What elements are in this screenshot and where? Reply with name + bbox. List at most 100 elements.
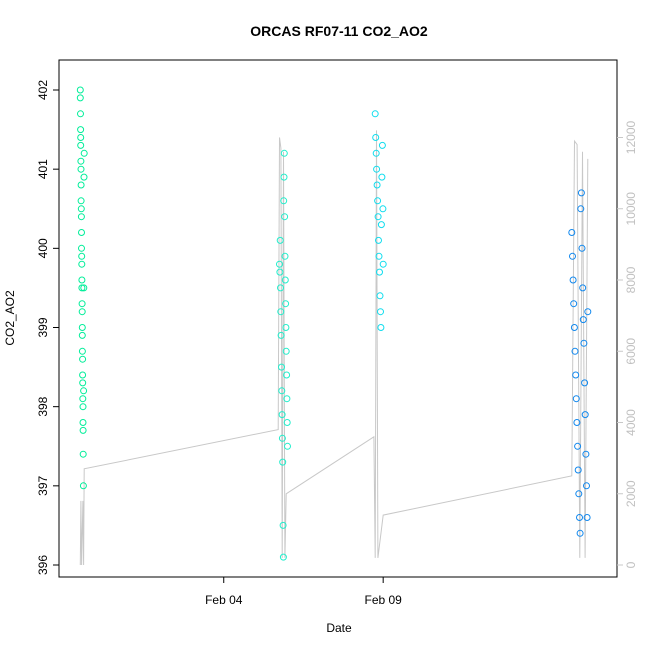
y-tick-label: 401 <box>36 159 50 179</box>
data-point-s2-15 <box>378 141 386 149</box>
data-point-s1-11 <box>279 521 287 529</box>
data-point-s3-15 <box>577 189 585 197</box>
data-point-s0-18 <box>78 300 86 308</box>
data-point-s1-9 <box>278 434 286 442</box>
y2-tick-label: 8000 <box>624 266 638 293</box>
data-point-s3-21 <box>581 411 589 419</box>
data-point-s2-0 <box>371 110 379 118</box>
data-point-s0-14 <box>78 252 86 260</box>
data-point-s1-6 <box>278 363 285 371</box>
data-point-s0-20 <box>78 324 86 331</box>
data-point-s2-5 <box>374 197 382 205</box>
data-point-s1-0 <box>276 260 283 268</box>
data-point-s1-25 <box>284 442 291 450</box>
data-point-s1-21 <box>282 347 290 355</box>
data-point-s2-8 <box>375 252 383 260</box>
data-point-s3-25 <box>584 308 592 316</box>
y-tick-label: 397 <box>36 476 50 496</box>
data-point-s1-10 <box>279 458 287 466</box>
data-point-s3-6 <box>572 371 580 379</box>
y2-tick-label: 4000 <box>624 409 638 436</box>
data-point-s3-22 <box>582 450 590 458</box>
data-point-s2-14 <box>378 173 386 181</box>
data-point-s1-12 <box>279 553 287 561</box>
data-point-s0-16 <box>78 276 86 284</box>
y2-tick-label: 10000 <box>624 192 638 226</box>
data-point-s1-2 <box>276 236 284 244</box>
data-point-s1-18 <box>281 276 289 284</box>
data-point-s2-16 <box>379 205 387 213</box>
data-point-s2-7 <box>375 236 382 244</box>
data-point-s0-17 <box>78 284 86 292</box>
y-tick-label: 396 <box>36 555 50 575</box>
data-point-s1-16 <box>281 213 289 221</box>
data-point-s3-14 <box>577 205 585 213</box>
y2-tick-label: 0 <box>624 561 638 568</box>
data-point-s3-5 <box>571 347 579 355</box>
data-point-s0-35 <box>80 149 88 157</box>
data-point-s2-17 <box>379 260 387 268</box>
data-point-s2-1 <box>372 134 380 141</box>
data-point-s0-10 <box>77 205 85 213</box>
data-point-s1-13 <box>280 197 288 205</box>
altitude-trace-layer <box>79 130 589 566</box>
data-point-s3-3 <box>570 300 578 308</box>
y2-tick-label: 12000 <box>624 120 638 154</box>
data-point-s0-0 <box>76 86 84 94</box>
data-point-s2-3 <box>373 165 381 173</box>
y2-tick-label: 2000 <box>624 480 638 507</box>
data-point-s1-7 <box>278 387 286 395</box>
data-point-s0-7 <box>77 165 85 173</box>
y2-tick-label: 6000 <box>624 338 638 365</box>
data-point-s0-23 <box>79 355 87 363</box>
data-point-s1-24 <box>283 419 291 426</box>
y-tick-label: 398 <box>36 396 50 416</box>
data-point-s3-0 <box>568 229 576 236</box>
data-point-s0-30 <box>79 450 87 458</box>
data-point-s0-4 <box>77 134 85 141</box>
axes-layer: 396 397 398 399 400 401 402 0 2000 4000 6000 8000 10… <box>36 80 638 607</box>
data-point-s3-7 <box>572 395 580 403</box>
chart-title: ORCAS RF07-11 CO2_AO2 <box>250 23 428 39</box>
data-point-s1-3 <box>277 284 284 292</box>
data-point-s3-24 <box>583 514 591 521</box>
plot-frame <box>58 59 618 578</box>
data-point-s1-15 <box>280 149 288 157</box>
data-point-s0-32 <box>80 387 88 395</box>
y-axis-label: CO2_AO2 <box>3 290 17 346</box>
data-point-s0-6 <box>77 157 85 165</box>
data-point-s3-11 <box>575 490 583 498</box>
data-point-s1-19 <box>282 300 290 308</box>
data-point-s0-5 <box>77 141 85 149</box>
data-point-s0-11 <box>77 213 85 221</box>
data-point-s0-19 <box>78 308 86 316</box>
data-point-s1-23 <box>283 395 291 403</box>
data-point-s0-2 <box>77 110 84 118</box>
data-point-s0-24 <box>79 371 87 379</box>
data-point-s3-9 <box>574 442 582 450</box>
data-point-s3-1 <box>569 252 576 260</box>
data-point-s1-8 <box>278 411 286 419</box>
data-point-s0-28 <box>79 419 87 426</box>
data-point-s3-23 <box>583 482 590 490</box>
data-point-s0-15 <box>78 260 86 268</box>
x-tick-label: Feb 09 <box>364 593 402 607</box>
data-point-s0-12 <box>78 229 85 236</box>
data-point-s1-5 <box>277 331 285 339</box>
data-point-s0-26 <box>79 395 87 403</box>
data-point-s3-18 <box>579 316 587 324</box>
data-point-s1-4 <box>277 308 285 316</box>
data-point-s0-31 <box>79 482 87 490</box>
y-tick-label: 399 <box>36 317 50 337</box>
data-point-s1-17 <box>281 252 289 260</box>
data-point-s3-16 <box>578 244 586 252</box>
data-point-s2-11 <box>377 308 384 316</box>
data-point-s0-25 <box>79 379 87 387</box>
data-point-s3-12 <box>576 514 583 521</box>
data-point-s3-13 <box>576 529 584 537</box>
data-point-s0-29 <box>79 426 87 434</box>
y-tick-label: 402 <box>36 80 50 100</box>
data-point-s2-6 <box>374 213 382 221</box>
